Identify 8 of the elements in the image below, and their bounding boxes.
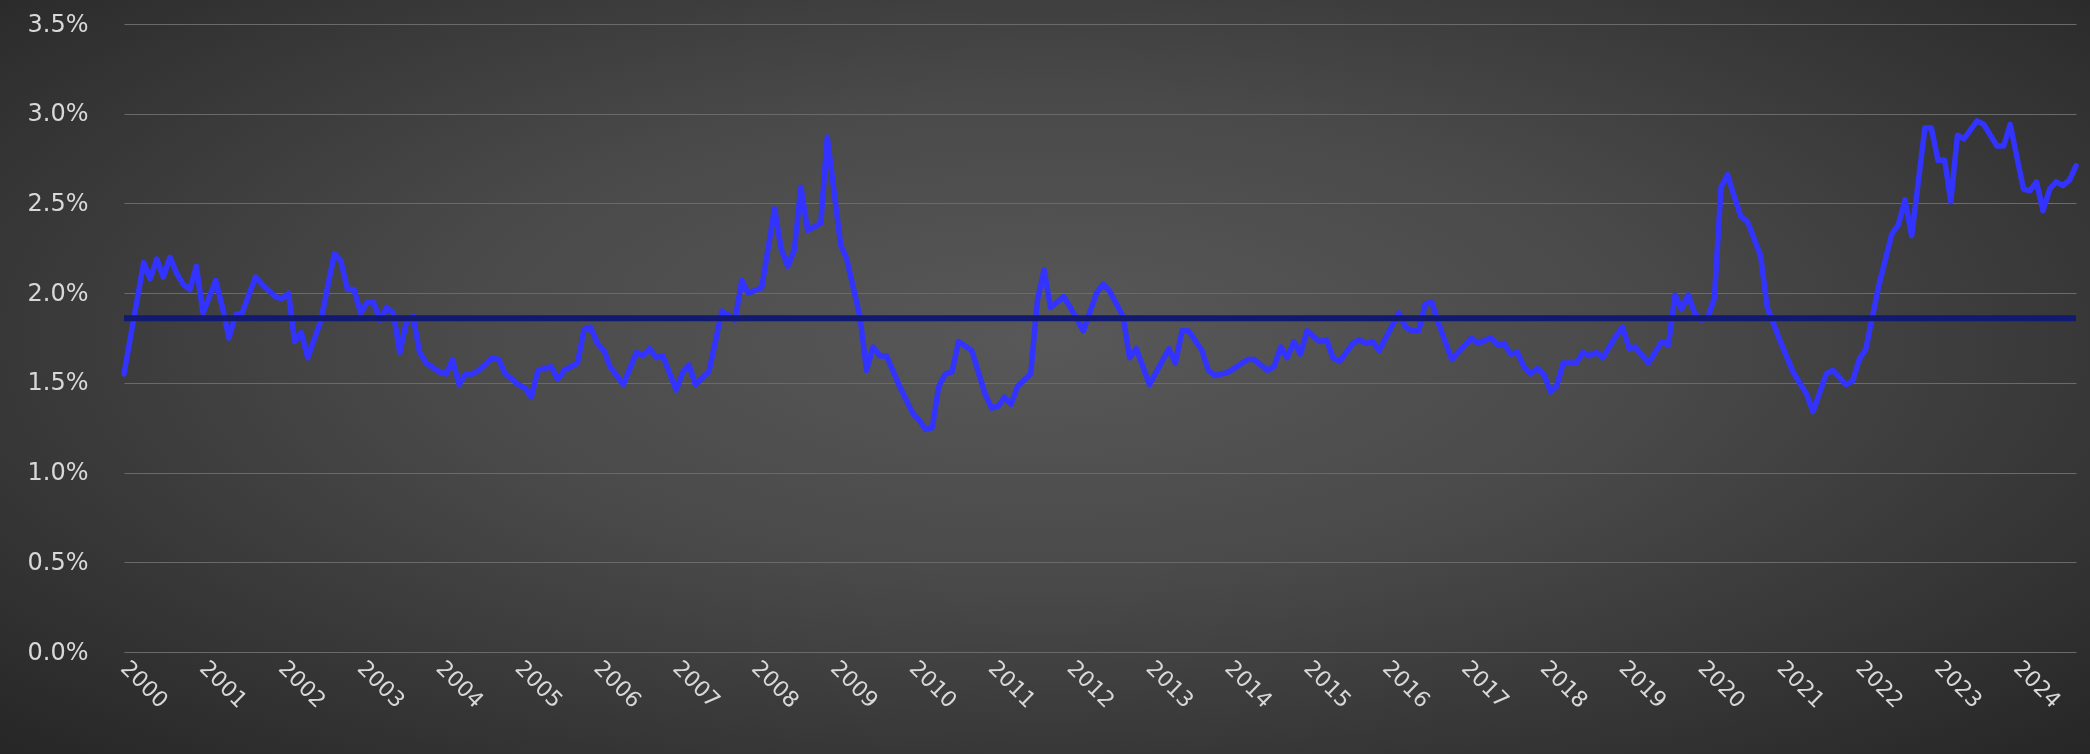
y-tick-label: 1.0% bbox=[27, 458, 89, 487]
y-tick-label: 0.0% bbox=[27, 637, 89, 666]
y-tick-label: 2.0% bbox=[27, 278, 89, 307]
y-tick-label: 3.0% bbox=[27, 99, 89, 128]
y-tick-label: 0.5% bbox=[27, 547, 89, 576]
y-tick-label: 3.5% bbox=[27, 9, 89, 38]
y-tick-label: 1.5% bbox=[27, 368, 89, 397]
y-tick-label: 2.5% bbox=[27, 188, 89, 217]
